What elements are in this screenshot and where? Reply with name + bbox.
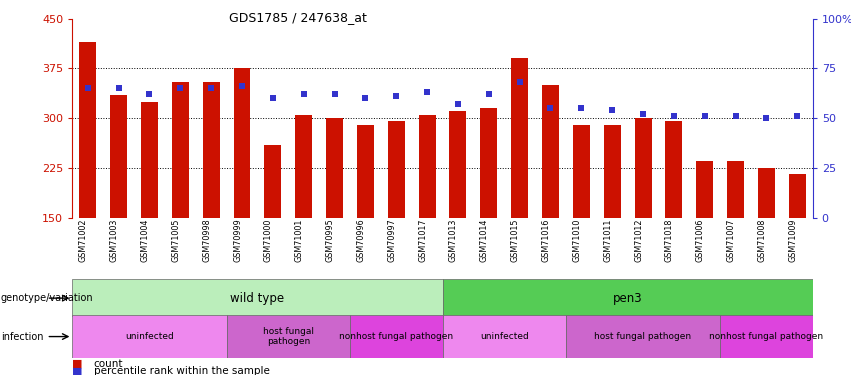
Bar xyxy=(603,125,620,217)
Bar xyxy=(295,115,312,218)
Text: GSM71009: GSM71009 xyxy=(788,219,797,262)
Point xyxy=(143,91,157,97)
Point xyxy=(451,101,465,107)
Bar xyxy=(720,315,813,358)
Bar xyxy=(696,161,713,218)
Text: GSM71011: GSM71011 xyxy=(603,219,612,262)
Bar xyxy=(72,315,226,358)
Point xyxy=(760,115,774,121)
Point xyxy=(266,95,280,101)
Point xyxy=(204,86,218,92)
Bar xyxy=(79,42,96,218)
Bar xyxy=(443,315,566,358)
Text: count: count xyxy=(94,359,123,369)
Text: pen3: pen3 xyxy=(613,292,643,304)
Text: GSM71018: GSM71018 xyxy=(665,219,674,262)
Point xyxy=(390,93,403,99)
Point xyxy=(728,113,742,119)
Bar xyxy=(480,108,497,218)
Point xyxy=(482,91,495,97)
Bar xyxy=(566,315,720,358)
Text: percentile rank within the sample: percentile rank within the sample xyxy=(94,366,270,375)
Bar xyxy=(357,125,374,217)
Point xyxy=(81,86,94,92)
Text: GSM71003: GSM71003 xyxy=(110,219,118,262)
Text: uninfected: uninfected xyxy=(125,332,174,341)
Point xyxy=(111,86,125,92)
Text: GSM71015: GSM71015 xyxy=(511,219,520,262)
Text: GSM71010: GSM71010 xyxy=(573,219,581,262)
Text: GSM71012: GSM71012 xyxy=(634,219,643,262)
Text: GSM71013: GSM71013 xyxy=(449,219,458,262)
Bar xyxy=(350,315,443,358)
Text: GSM71005: GSM71005 xyxy=(171,219,180,262)
Text: infection: infection xyxy=(1,332,43,342)
Text: GSM71008: GSM71008 xyxy=(757,219,767,262)
Bar xyxy=(443,279,813,317)
Text: GSM71001: GSM71001 xyxy=(294,219,304,262)
Bar xyxy=(758,168,775,217)
Bar xyxy=(511,58,528,217)
Text: uninfected: uninfected xyxy=(480,332,528,341)
Bar xyxy=(141,102,158,217)
Bar xyxy=(542,85,559,218)
Point xyxy=(544,105,557,111)
Bar xyxy=(233,68,250,218)
Text: GSM71014: GSM71014 xyxy=(480,219,488,262)
Point xyxy=(328,91,341,97)
Bar xyxy=(665,122,683,218)
Text: GSM71002: GSM71002 xyxy=(79,219,88,262)
Text: GSM71017: GSM71017 xyxy=(418,219,427,262)
Bar xyxy=(635,118,652,218)
Text: GSM71007: GSM71007 xyxy=(727,219,735,262)
Point xyxy=(698,113,711,119)
Text: GSM70995: GSM70995 xyxy=(326,219,334,262)
Bar xyxy=(72,279,443,317)
Text: GSM71004: GSM71004 xyxy=(140,219,150,262)
Bar xyxy=(265,145,282,218)
Text: ■: ■ xyxy=(72,366,83,375)
Point xyxy=(420,89,434,95)
Text: GSM70996: GSM70996 xyxy=(357,219,365,262)
Text: GDS1785 / 247638_at: GDS1785 / 247638_at xyxy=(229,11,367,24)
Bar xyxy=(727,161,744,218)
Text: host fungal pathogen: host fungal pathogen xyxy=(595,332,692,341)
Point xyxy=(605,107,619,113)
Text: wild type: wild type xyxy=(231,292,284,304)
Point xyxy=(174,86,187,92)
Text: ■: ■ xyxy=(72,359,83,369)
Bar xyxy=(110,95,127,218)
Text: nonhost fungal pathogen: nonhost fungal pathogen xyxy=(340,332,454,341)
Text: GSM71000: GSM71000 xyxy=(264,219,273,262)
Text: host fungal
pathogen: host fungal pathogen xyxy=(263,327,314,346)
Text: GSM70999: GSM70999 xyxy=(233,219,242,262)
Text: nonhost fungal pathogen: nonhost fungal pathogen xyxy=(710,332,824,341)
Bar xyxy=(172,82,189,218)
Point xyxy=(637,111,650,117)
Point xyxy=(791,113,804,119)
Bar xyxy=(419,115,436,218)
Text: GSM71006: GSM71006 xyxy=(696,219,705,262)
Text: GSM71016: GSM71016 xyxy=(541,219,551,262)
Text: GSM70997: GSM70997 xyxy=(387,219,397,262)
Point xyxy=(235,83,248,89)
Bar xyxy=(226,315,350,358)
Point xyxy=(297,91,311,97)
Point xyxy=(667,113,681,119)
Point xyxy=(574,105,588,111)
Bar xyxy=(326,118,343,218)
Point xyxy=(358,95,372,101)
Bar xyxy=(789,174,806,217)
Bar xyxy=(203,82,220,218)
Text: genotype/variation: genotype/variation xyxy=(1,293,94,303)
Bar xyxy=(388,122,405,218)
Bar xyxy=(449,111,466,218)
Point xyxy=(513,80,527,86)
Text: GSM70998: GSM70998 xyxy=(203,219,211,262)
Bar xyxy=(573,125,590,217)
